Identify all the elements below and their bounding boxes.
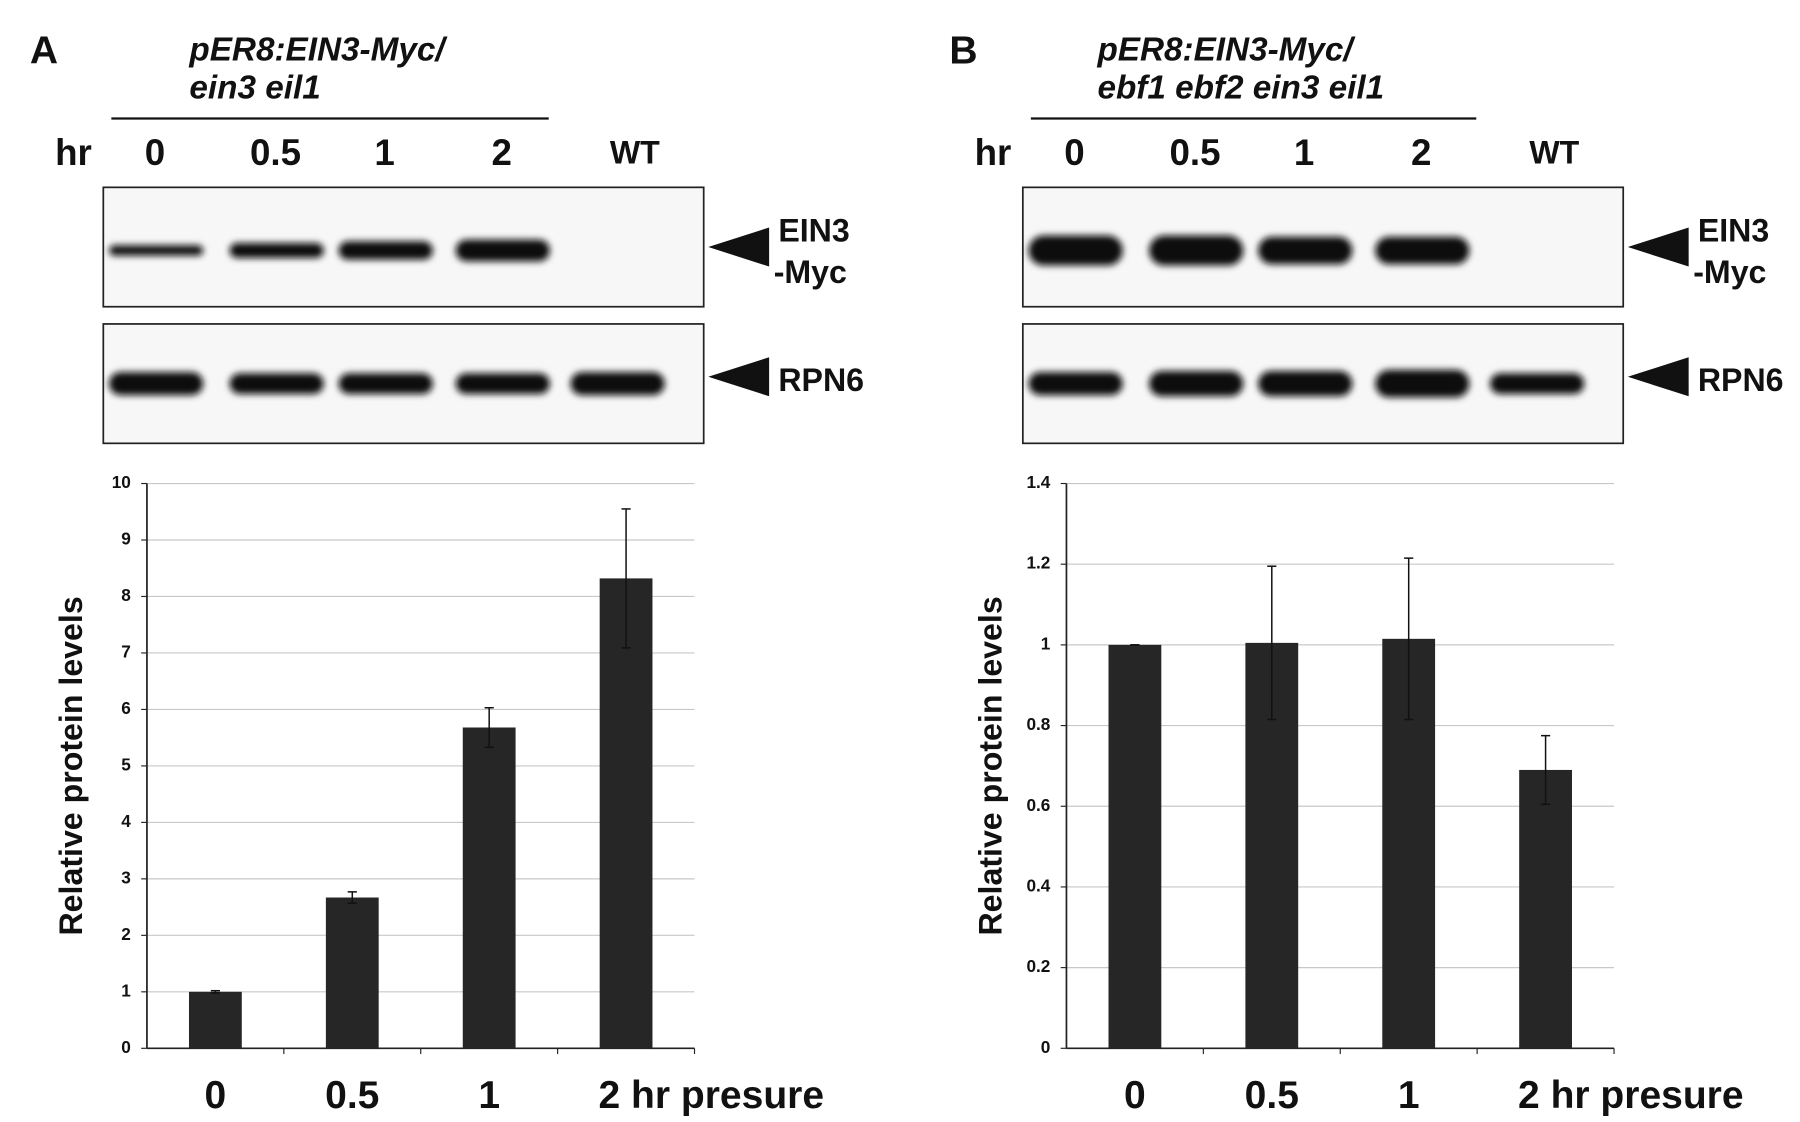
blot-band xyxy=(1028,372,1123,396)
y-tick-label: 1 xyxy=(1041,633,1051,653)
blot-band xyxy=(570,372,665,396)
lane-label: 2 xyxy=(491,132,511,173)
blot-band xyxy=(1375,369,1470,398)
x-tick-label: 0.5 xyxy=(325,1074,379,1117)
bar xyxy=(1519,769,1572,1049)
y-tick-label: 8 xyxy=(121,585,131,605)
genotype-label: ebf1 ebf2 ein3 eil1 xyxy=(1097,70,1384,107)
blot-band xyxy=(1375,236,1470,265)
y-axis-title: Relative protein levels xyxy=(972,596,1008,935)
y-axis-title: Relative protein levels xyxy=(53,596,89,935)
x-tick-label: 0 xyxy=(205,1074,227,1117)
blot-band xyxy=(455,239,550,262)
y-tick-label: 7 xyxy=(121,641,131,661)
y-tick-label: 0.6 xyxy=(1026,795,1050,815)
x-tick-label: 2 hr presure xyxy=(1518,1074,1744,1117)
blot-band xyxy=(109,372,204,396)
bar xyxy=(325,897,379,1049)
blot-band xyxy=(455,373,550,394)
error-bar xyxy=(1404,557,1414,721)
y-tick-label: 2 xyxy=(121,924,131,944)
blot-band xyxy=(1149,235,1244,266)
lane-label: WT xyxy=(610,135,660,171)
bar xyxy=(462,727,516,1049)
lane-header: hr xyxy=(975,132,1012,173)
y-tick-label: 0 xyxy=(1041,1037,1051,1057)
bar xyxy=(1108,644,1162,1049)
blot-band xyxy=(1258,236,1353,265)
bar xyxy=(599,578,653,1049)
error-bar xyxy=(1267,565,1277,721)
blot-band xyxy=(1149,371,1244,397)
genotype-label: pER8:EIN3-Myc/ xyxy=(1096,32,1356,69)
y-tick-label: 3 xyxy=(121,867,131,887)
blot-band xyxy=(1028,235,1123,266)
error-bar xyxy=(210,989,220,994)
blot-label: EIN3 xyxy=(1698,213,1769,249)
blot-band xyxy=(229,373,324,394)
y-tick-label: 4 xyxy=(121,811,131,831)
blot-band xyxy=(338,373,433,394)
blot-arrow xyxy=(1627,357,1689,397)
blot-arrow xyxy=(708,357,770,397)
lane-label: WT xyxy=(1529,135,1579,171)
error-bar xyxy=(1540,734,1551,805)
blot-band xyxy=(1490,373,1585,394)
y-tick-label: 0.8 xyxy=(1026,714,1050,734)
y-tick-label: 10 xyxy=(112,472,131,492)
lane-label: 0.5 xyxy=(1170,132,1221,173)
y-tick-label: 1 xyxy=(121,980,131,1000)
lane-label: 0 xyxy=(1064,132,1084,173)
y-tick-label: 1.2 xyxy=(1026,553,1050,573)
blot-arrow xyxy=(708,227,770,267)
lane-label: 0 xyxy=(145,132,165,173)
y-tick-label: 0 xyxy=(121,1037,131,1057)
y-tick-label: 0.2 xyxy=(1026,956,1050,976)
blot-band xyxy=(338,241,433,260)
error-bar xyxy=(347,891,357,904)
lane-label: 0.5 xyxy=(250,132,301,173)
y-tick-label: 9 xyxy=(121,529,131,549)
x-tick-label: 1 xyxy=(1398,1074,1420,1117)
lane-label: 1 xyxy=(1294,132,1314,173)
panel-label: B xyxy=(949,29,977,72)
blot-label: RPN6 xyxy=(778,362,864,398)
blot-arrow xyxy=(1627,227,1689,267)
blot-label: -Myc xyxy=(1693,254,1766,290)
panel-label: A xyxy=(30,29,58,72)
blot-band xyxy=(229,243,324,258)
x-tick-label: 2 hr presure xyxy=(599,1074,825,1117)
y-tick-label: 0.4 xyxy=(1026,875,1050,895)
bar xyxy=(188,991,242,1049)
error-bar xyxy=(621,508,631,649)
genotype-label: pER8:EIN3-Myc/ xyxy=(188,32,448,69)
blot-band xyxy=(109,245,204,256)
y-tick-label: 6 xyxy=(121,698,131,718)
lane-header: hr xyxy=(55,132,92,173)
lane-label: 2 xyxy=(1411,132,1431,173)
blot-label: RPN6 xyxy=(1698,362,1784,398)
genotype-label: ein3 eil1 xyxy=(189,70,320,107)
blot-label: EIN3 xyxy=(778,213,849,249)
blot-band xyxy=(1258,371,1353,397)
y-tick-label: 1.4 xyxy=(1026,472,1050,492)
lane-label: 1 xyxy=(374,132,394,173)
x-tick-label: 0.5 xyxy=(1245,1074,1299,1117)
y-tick-label: 5 xyxy=(121,754,131,774)
x-tick-label: 0 xyxy=(1124,1074,1146,1117)
x-tick-label: 1 xyxy=(478,1074,500,1117)
blot-label: -Myc xyxy=(774,254,847,290)
error-bar xyxy=(484,706,494,749)
